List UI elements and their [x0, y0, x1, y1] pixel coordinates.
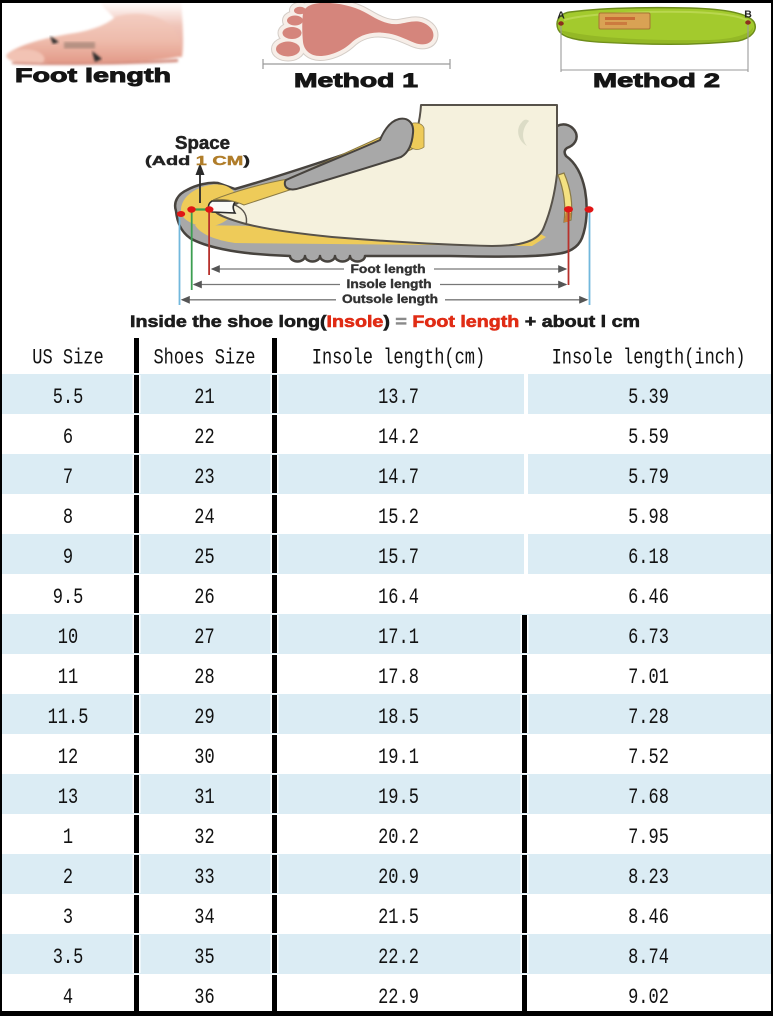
svg-text:Method 1: Method 1	[294, 71, 419, 92]
svg-text:B: B	[744, 9, 752, 21]
svg-text:Foot length: Foot length	[351, 262, 426, 276]
svg-text:Outsole length: Outsole length	[342, 292, 438, 306]
svg-text:A: A	[557, 10, 565, 22]
svg-text:Insole length: Insole length	[347, 277, 432, 291]
svg-text:Inside the shoe long(Insole) =: Inside the shoe long(Insole) = Foot leng…	[130, 313, 640, 331]
svg-text:Space: Space	[175, 133, 230, 153]
svg-text:(Add 1 CM): (Add 1 CM)	[145, 153, 250, 168]
svg-text:Foot length: Foot length	[15, 66, 171, 87]
svg-text:Method 2: Method 2	[593, 71, 720, 92]
